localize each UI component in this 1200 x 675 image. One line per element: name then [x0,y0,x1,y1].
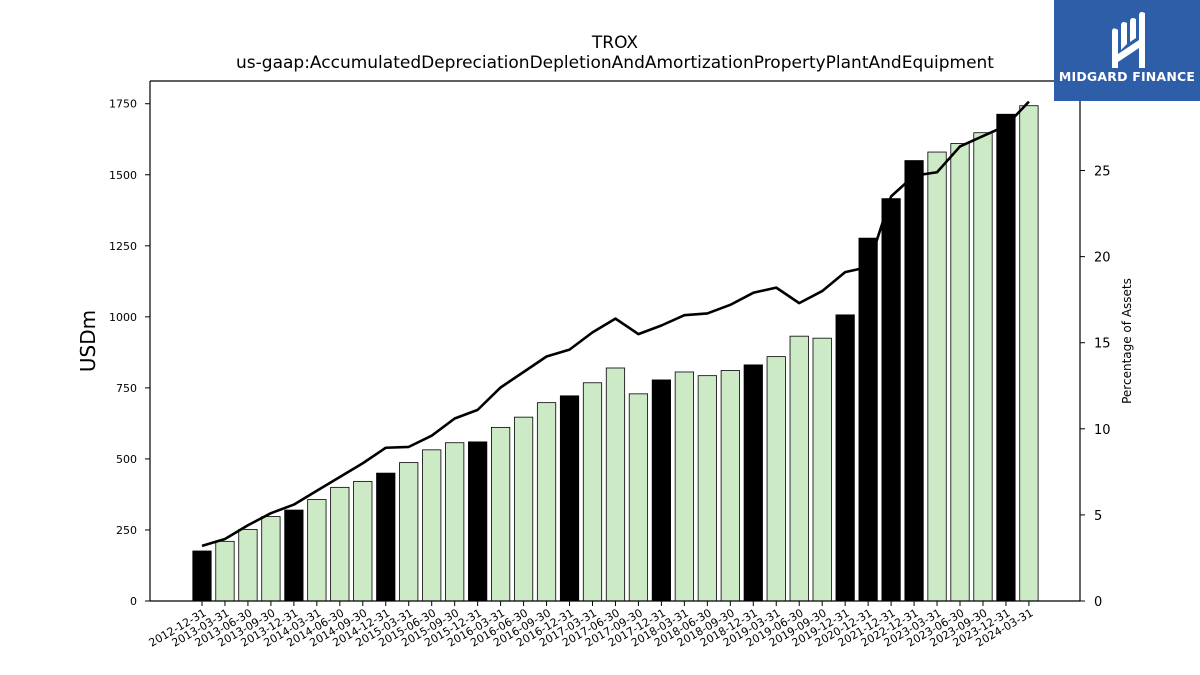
bar [215,540,235,602]
y-tick-label: 1750 [109,98,137,111]
chart-subtitle: us-gaap:AccumulatedDepreciationDepletion… [236,53,994,73]
bar [697,375,717,602]
y2-tick-label: 5 [1094,509,1102,524]
logo-mark-icon [1112,12,1145,68]
bar [904,160,924,602]
y-tick-label: 750 [116,382,137,395]
bar [422,449,442,602]
bar [238,528,258,602]
bar [766,356,786,602]
bar [330,486,350,602]
bar [651,379,672,602]
percentage-line [201,100,1030,548]
y-tick-label: 1500 [109,169,137,182]
bar [950,143,970,602]
bar [445,442,465,602]
chart-title: TROX [591,33,639,53]
bar [192,550,212,602]
y-tick-label: 250 [116,524,137,537]
bar [720,370,740,602]
y-tick-label: 1250 [109,240,137,253]
bar [1019,105,1039,602]
bar [927,151,947,602]
y-tick-label: 500 [116,453,137,466]
y-tick-label: 0 [130,595,137,608]
y2-tick-label: 15 [1094,337,1111,352]
bar [284,509,304,602]
logo-text: MIDGARD FINANCE [1058,69,1196,84]
bar [536,402,557,602]
bar [513,416,534,602]
bar [628,393,649,602]
bar [674,371,694,602]
y2-tick-label: 0 [1094,595,1102,610]
bar [835,314,855,602]
bar [973,132,993,602]
bar [812,337,832,602]
bar [996,113,1016,602]
bar [743,364,763,602]
y-axis-label: USDm [76,309,100,373]
bar [605,367,626,602]
bar [582,382,603,602]
bar [468,441,488,602]
bar [858,237,878,602]
bar [881,198,901,602]
bar [491,426,511,602]
bar [399,462,419,602]
bar [559,395,580,602]
midgard-finance-logo: MIDGARD FINANCE [1054,0,1200,101]
bar [376,472,396,602]
bar [307,499,327,602]
y-tick-label: 1000 [109,311,137,324]
y2-tick-label: 25 [1094,165,1111,180]
bar [789,335,809,602]
y2-tick-label: 10 [1094,423,1111,438]
y2-tick-label: 20 [1094,251,1111,266]
secondary-y-axis-label: Percentage of Assets [1120,278,1134,404]
bar [353,480,373,602]
bar [261,516,281,602]
